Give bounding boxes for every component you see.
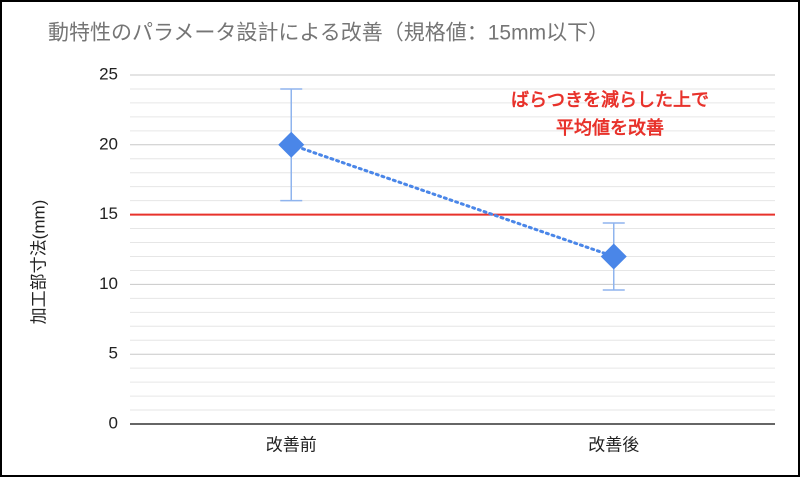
x-tick-label: 改善前 bbox=[266, 435, 317, 454]
y-tick-label: 10 bbox=[99, 274, 118, 293]
y-tick-label: 20 bbox=[99, 134, 118, 153]
data-point bbox=[278, 131, 305, 158]
data-line bbox=[289, 143, 616, 258]
annotation: 平均値を改善 bbox=[556, 117, 664, 138]
data-point bbox=[600, 243, 627, 270]
chart-title: 動特性のパラメータ設計による改善（規格値：15mm以下） bbox=[48, 22, 609, 45]
y-tick-label: 25 bbox=[99, 64, 118, 83]
annotation: ばらつきを減らした上で bbox=[511, 89, 709, 110]
y-tick-label: 5 bbox=[109, 344, 118, 363]
y-tick-label: 15 bbox=[99, 204, 118, 223]
y-tick-label: 0 bbox=[109, 413, 118, 432]
x-tick-label: 改善後 bbox=[588, 435, 639, 454]
y-axis-label: 加工部寸法(mm) bbox=[29, 200, 48, 325]
